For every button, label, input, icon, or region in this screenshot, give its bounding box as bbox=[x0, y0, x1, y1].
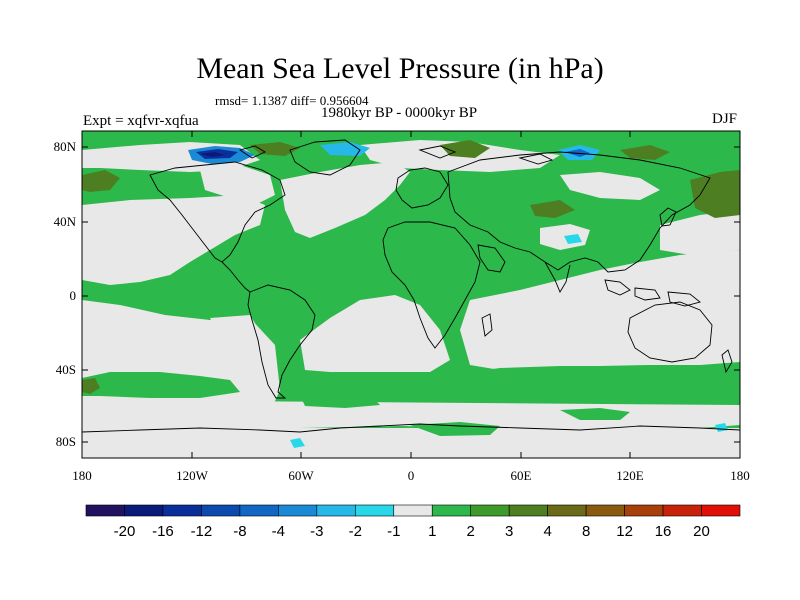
colorbar-label: -2 bbox=[349, 523, 362, 540]
lon-label: 60W bbox=[288, 468, 314, 483]
map-panel bbox=[82, 131, 740, 458]
colorbar-label: -16 bbox=[152, 523, 174, 540]
map-title: Mean Sea Level Pressure (in hPa) bbox=[196, 52, 604, 85]
colorbar-label: -4 bbox=[272, 523, 285, 540]
colorbar-label: 4 bbox=[543, 523, 551, 540]
colorbar-label: -1 bbox=[387, 523, 400, 540]
field-positive-bands bbox=[82, 366, 740, 436]
lon-label: 120E bbox=[616, 468, 644, 483]
period-label: 1980kyr BP - 0000kyr BP bbox=[321, 105, 478, 121]
colorbar-swatch bbox=[470, 504, 510, 517]
colorbar-labels: -20 -16 -12 -8 -4 -3 -2 -1 1 2 3 4 8 12 16 20 bbox=[114, 523, 710, 540]
longitude-labels: 180 120W 60W 0 60E 120E 180 bbox=[72, 468, 750, 483]
colorbar-swatch bbox=[201, 504, 241, 517]
colorbar-swatch bbox=[585, 504, 625, 517]
lon-label: 180 bbox=[730, 468, 750, 483]
colorbar-swatch bbox=[547, 504, 587, 517]
colorbar-label: 12 bbox=[616, 523, 633, 540]
colorbar-swatch bbox=[624, 504, 664, 517]
colorbar-swatch bbox=[162, 504, 202, 517]
colorbar-swatch bbox=[393, 504, 433, 517]
longitude-ticks bbox=[81, 131, 741, 458]
field-negative bbox=[188, 142, 728, 448]
coastlines bbox=[82, 139, 740, 433]
lon-label: 120W bbox=[176, 468, 209, 483]
colorbar-swatch bbox=[124, 504, 164, 517]
field-strong-positive bbox=[82, 140, 740, 394]
colorbar-swatch bbox=[508, 504, 548, 517]
colorbar-label: 8 bbox=[582, 523, 590, 540]
colorbar-swatch bbox=[316, 504, 356, 517]
lon-label: 60E bbox=[511, 468, 532, 483]
colorbar-swatch bbox=[662, 504, 702, 517]
lat-label: 0 bbox=[70, 288, 77, 303]
lat-label: 80N bbox=[54, 139, 77, 154]
colorbar-label: -12 bbox=[191, 523, 213, 540]
latitude-ticks bbox=[82, 146, 740, 443]
latitude-labels: 80N 40N 0 40S 80S bbox=[54, 139, 77, 449]
lat-label: 80S bbox=[56, 434, 76, 449]
lat-label: 40N bbox=[54, 214, 77, 229]
colorbar-label: -20 bbox=[114, 523, 136, 540]
colorbar-label: 1 bbox=[428, 523, 436, 540]
colorbar-label: -3 bbox=[310, 523, 323, 540]
colorbar-label: 3 bbox=[505, 523, 513, 540]
field-neutral-regions bbox=[82, 140, 740, 458]
stats-label: rmsd= 1.1387 diff= 0.956604 bbox=[215, 93, 369, 108]
colorbar-swatch bbox=[239, 504, 279, 517]
colorbar-swatch bbox=[85, 504, 125, 517]
colorbar-swatch bbox=[701, 504, 741, 517]
experiment-label: Expt = xqfvr-xqfua bbox=[83, 113, 199, 129]
colorbar-label: 2 bbox=[467, 523, 475, 540]
lon-label: 180 bbox=[72, 468, 92, 483]
lat-label: 40S bbox=[56, 362, 76, 377]
colorbar-swatch bbox=[431, 504, 472, 517]
lon-label: 0 bbox=[408, 468, 415, 483]
colorbar-label: -8 bbox=[233, 523, 246, 540]
colorbar-label: 16 bbox=[655, 523, 672, 540]
colorbar-swatch bbox=[278, 504, 318, 517]
season-label: DJF bbox=[712, 111, 738, 127]
colorbar-swatch bbox=[354, 504, 395, 517]
colorbar-label: 20 bbox=[693, 523, 710, 540]
colorbar bbox=[85, 504, 741, 517]
